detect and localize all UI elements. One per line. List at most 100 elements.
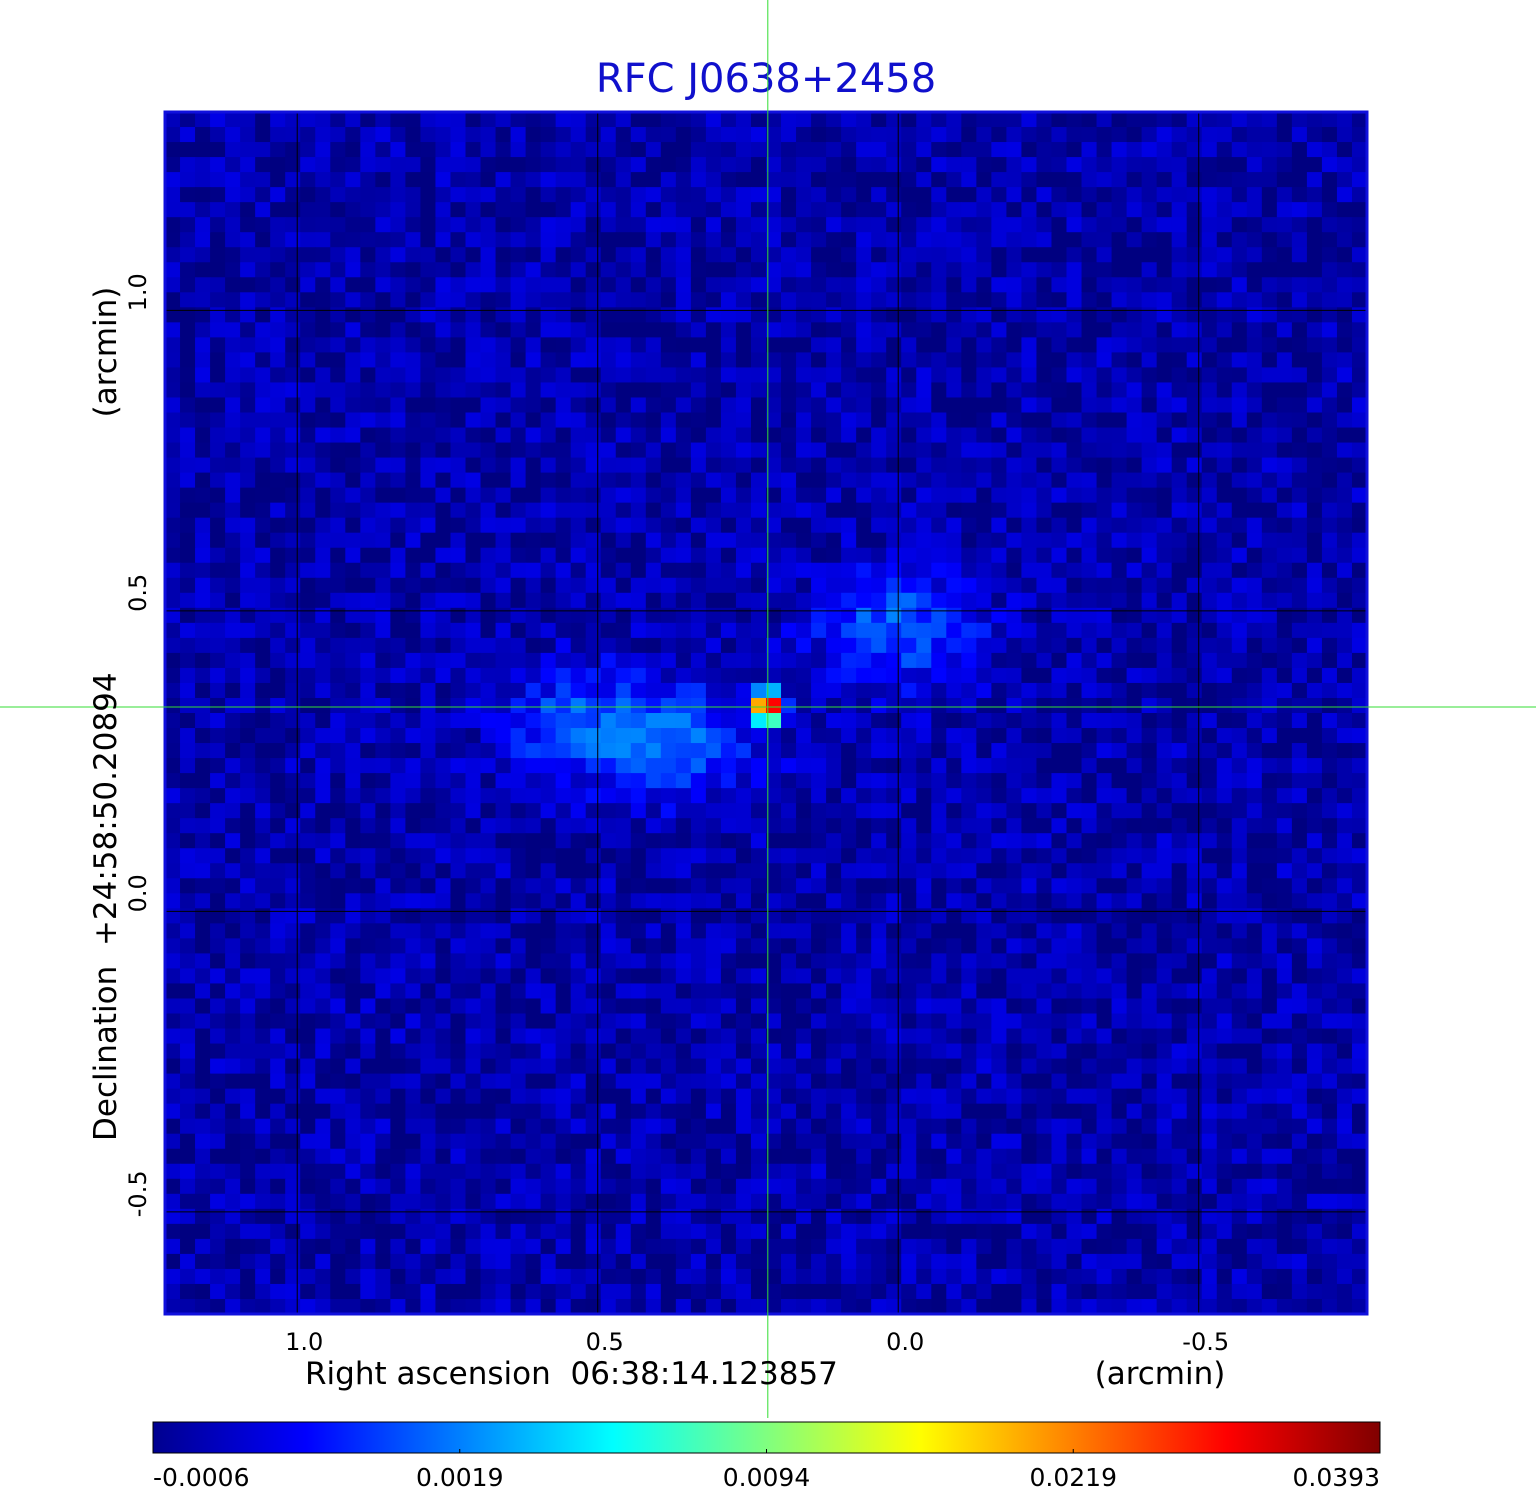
image-pixel [180,502,196,519]
image-pixel [811,307,827,323]
image-pixel [871,773,887,789]
image-pixel [1051,893,1068,909]
image-pixel [1156,337,1173,353]
image-pixel [495,547,512,564]
image-pixel [1261,247,1278,263]
image-pixel [1231,607,1248,624]
image-pixel [976,457,992,474]
image-pixel [916,502,932,519]
image-pixel [871,457,887,474]
image-pixel [270,172,286,188]
image-pixel [811,968,827,985]
image-pixel [1246,818,1263,834]
image-pixel [766,652,782,669]
image-pixel [660,127,677,143]
image-pixel [1276,953,1293,970]
image-pixel [675,667,692,684]
image-pixel [690,592,707,609]
image-pixel [600,1013,617,1030]
image-pixel [1066,427,1083,444]
image-pixel [1171,337,1188,353]
image-pixel [1051,697,1068,714]
image-pixel [555,773,572,789]
image-pixel [240,187,256,203]
image-pixel [210,713,226,729]
image-pixel [856,607,872,624]
image-pixel [1351,818,1367,834]
image-pixel [210,577,226,594]
image-pixel [615,427,632,444]
image-pixel [345,637,361,654]
image-pixel [330,472,346,489]
image-pixel [540,713,557,729]
image-pixel [1291,202,1308,218]
image-pixel [916,127,932,143]
image-pixel [781,352,797,369]
image-pixel [1126,397,1143,414]
image-pixel [826,457,842,474]
image-pixel [555,728,572,744]
image-pixel [1081,893,1098,909]
image-pixel [1126,577,1143,594]
image-pixel [811,818,827,834]
image-pixel [585,682,602,699]
image-pixel [811,247,827,263]
image-pixel [976,622,992,639]
image-pixel [630,427,647,444]
image-pixel [285,607,301,624]
image-pixel [796,232,812,248]
image-pixel [841,472,857,489]
image-pixel [315,292,331,308]
image-pixel [1141,923,1158,939]
image-pixel [315,382,331,399]
image-pixel [1186,352,1203,369]
image-pixel [841,247,857,263]
image-pixel [690,697,707,714]
image-pixel [555,983,572,1000]
image-pixel [1006,728,1023,744]
image-pixel [1036,262,1053,278]
image-pixel [555,968,572,985]
image-pixel [435,607,452,624]
image-pixel [570,142,587,158]
image-pixel [1351,743,1367,759]
image-pixel [1201,217,1218,233]
image-pixel [180,517,196,534]
image-pixel [1021,277,1038,293]
image-pixel [345,968,361,985]
image-pixel [495,637,512,654]
image-pixel [1111,382,1128,399]
image-pixel [240,1043,256,1060]
image-pixel [345,562,361,579]
image-pixel [1231,923,1248,939]
image-pixel [405,547,422,564]
image-pixel [796,758,812,774]
image-pixel [961,322,977,338]
image-pixel [285,923,301,939]
image-pixel [1291,923,1308,939]
image-pixel [1261,968,1278,985]
image-pixel [210,863,226,879]
image-pixel [781,412,797,429]
image-pixel [811,1013,827,1030]
image-pixel [525,743,542,759]
image-pixel [1261,938,1278,954]
image-pixel [240,412,256,429]
image-pixel [1126,953,1143,970]
image-pixel [796,728,812,744]
image-pixel [1081,517,1098,534]
image-pixel [1246,878,1263,894]
image-pixel [1126,713,1143,729]
image-pixel [420,818,437,834]
image-pixel [285,697,301,714]
image-pixel [690,878,707,894]
image-pixel [750,352,767,369]
image-pixel [1246,277,1263,293]
image-pixel [600,818,617,834]
image-pixel [465,998,482,1015]
image-pixel [360,592,376,609]
image-pixel [495,352,512,369]
image-pixel [525,562,542,579]
image-pixel [1156,367,1173,384]
image-pixel [630,112,647,128]
